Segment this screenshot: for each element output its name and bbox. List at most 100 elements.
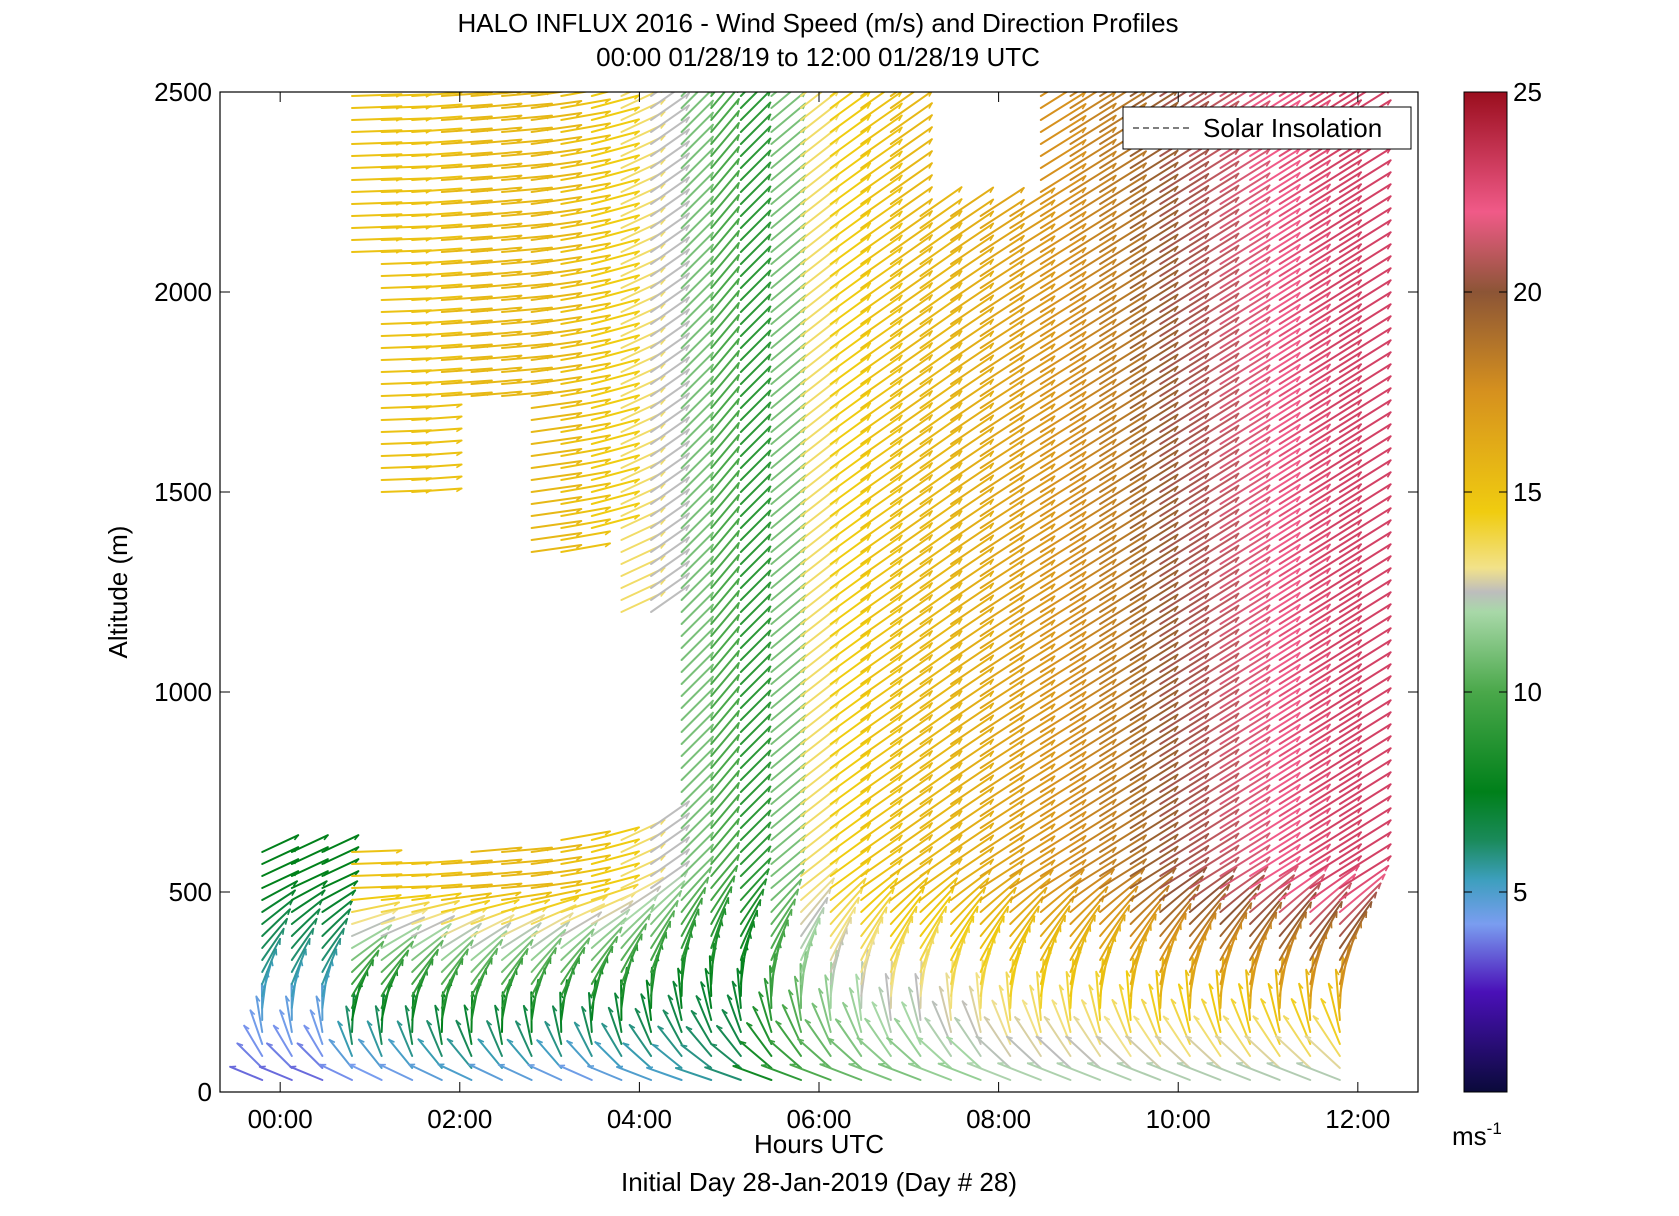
- wind-barb: [770, 150, 807, 181]
- wind-barb-head: [685, 837, 690, 844]
- wind-barb: [1039, 391, 1087, 421]
- wind-barb-head: [866, 570, 871, 577]
- wind-barb-head: [633, 106, 640, 112]
- wind-barb-head: [1335, 969, 1340, 976]
- wind-barb-head: [924, 1017, 931, 1022]
- wind-barb: [1099, 570, 1147, 601]
- wind-barb: [411, 859, 463, 865]
- wind-barb: [530, 184, 583, 193]
- wind-barb: [1159, 884, 1201, 925]
- wind-barb: [1219, 364, 1271, 397]
- wind-barb: [680, 303, 714, 337]
- wind-barb: [919, 342, 963, 373]
- wind-barb-head: [1204, 209, 1209, 216]
- wind-barb-head: [552, 1005, 558, 1012]
- wind-barb: [1069, 414, 1117, 445]
- wind-barb: [770, 198, 807, 229]
- wind-barb: [860, 690, 903, 721]
- wind-barb: [650, 572, 690, 601]
- wind-barb: [739, 161, 772, 193]
- wind-barb: [560, 887, 610, 901]
- wind-barb: [1069, 858, 1117, 889]
- wind-barb: [877, 1063, 922, 1081]
- wind-barb-head: [1202, 867, 1207, 874]
- wind-barb: [1005, 971, 1012, 1021]
- wind-barb-head: [1142, 642, 1147, 649]
- wind-barb: [1009, 283, 1056, 313]
- wind-barb: [560, 482, 612, 493]
- wind-barb-head: [685, 333, 690, 340]
- wind-barb: [680, 231, 714, 265]
- wind-barb: [919, 678, 963, 709]
- wind-barb: [1219, 556, 1271, 589]
- wind-barb: [1099, 846, 1147, 877]
- wind-barb-head: [1265, 268, 1271, 275]
- wind-barb: [710, 722, 740, 757]
- wind-barb-head: [710, 232, 714, 239]
- wind-barb: [1309, 543, 1363, 577]
- wind-barb-head: [1386, 291, 1392, 298]
- wind-barb: [860, 546, 903, 577]
- wind-barb: [411, 163, 463, 169]
- wind-barb: [1338, 495, 1392, 529]
- wind-barb-head: [1265, 496, 1271, 503]
- wind-barb-head: [604, 206, 611, 212]
- wind-barb-head: [1173, 330, 1179, 337]
- wind-barb: [938, 985, 953, 1033]
- wind-barb-head: [866, 858, 871, 865]
- wind-barb-head: [1386, 363, 1392, 370]
- wind-barb: [770, 462, 807, 493]
- wind-barb: [1278, 591, 1331, 625]
- wind-barb-head: [767, 546, 772, 553]
- wind-barb: [1278, 471, 1331, 505]
- wind-barb-head: [736, 542, 740, 550]
- wind-barb: [680, 99, 714, 133]
- wind-barb-head: [928, 222, 933, 229]
- wind-barb: [1039, 247, 1087, 277]
- wind-barb-head: [1142, 210, 1147, 217]
- wind-barb-head: [989, 535, 994, 542]
- wind-barb-head: [1234, 857, 1240, 864]
- wind-barb-head: [455, 439, 462, 445]
- wind-barb: [770, 878, 803, 913]
- wind-barb-head: [1234, 173, 1240, 180]
- wind-barb: [1005, 1035, 1042, 1069]
- wind-barb: [770, 390, 807, 421]
- wind-barb-head: [1265, 688, 1271, 695]
- wind-barb-head: [1051, 999, 1058, 1005]
- wind-barb-head: [1357, 831, 1362, 838]
- wind-barb: [680, 639, 714, 673]
- wind-barb: [500, 858, 553, 865]
- wind-barb: [889, 330, 933, 361]
- wind-barb-head: [1295, 856, 1301, 863]
- wind-barb: [1129, 545, 1179, 577]
- wind-barb: [770, 174, 807, 205]
- wind-barb-head: [575, 388, 582, 394]
- wind-barb: [950, 450, 995, 481]
- wind-barb: [1188, 172, 1240, 205]
- wind-barb: [1219, 460, 1271, 493]
- wind-barb-head: [604, 146, 611, 152]
- wind-barb-head: [989, 607, 994, 614]
- wind-barb: [590, 226, 640, 241]
- wind-barb: [739, 377, 772, 409]
- wind-barb-head: [1020, 739, 1025, 746]
- wind-barb: [1099, 786, 1147, 817]
- wind-barb-head: [1268, 983, 1274, 990]
- wind-barb: [1069, 92, 1098, 109]
- wind-barb-head: [1326, 748, 1331, 755]
- wind-barb-head: [509, 914, 515, 921]
- wind-barb-head: [1111, 811, 1117, 818]
- wind-barb-head: [767, 246, 772, 253]
- wind-barb-head: [440, 940, 444, 947]
- wind-barb-head: [1265, 100, 1271, 107]
- wind-barb-head: [1020, 547, 1025, 554]
- wind-barb-head: [660, 471, 666, 478]
- wind-barb-head: [1082, 68, 1085, 73]
- wind-barb: [411, 331, 463, 337]
- wind-barb: [979, 522, 1025, 553]
- wind-barb: [1129, 894, 1166, 937]
- wind-barb: [1193, 1015, 1222, 1057]
- wind-barb: [650, 404, 690, 433]
- wind-barb: [590, 214, 640, 229]
